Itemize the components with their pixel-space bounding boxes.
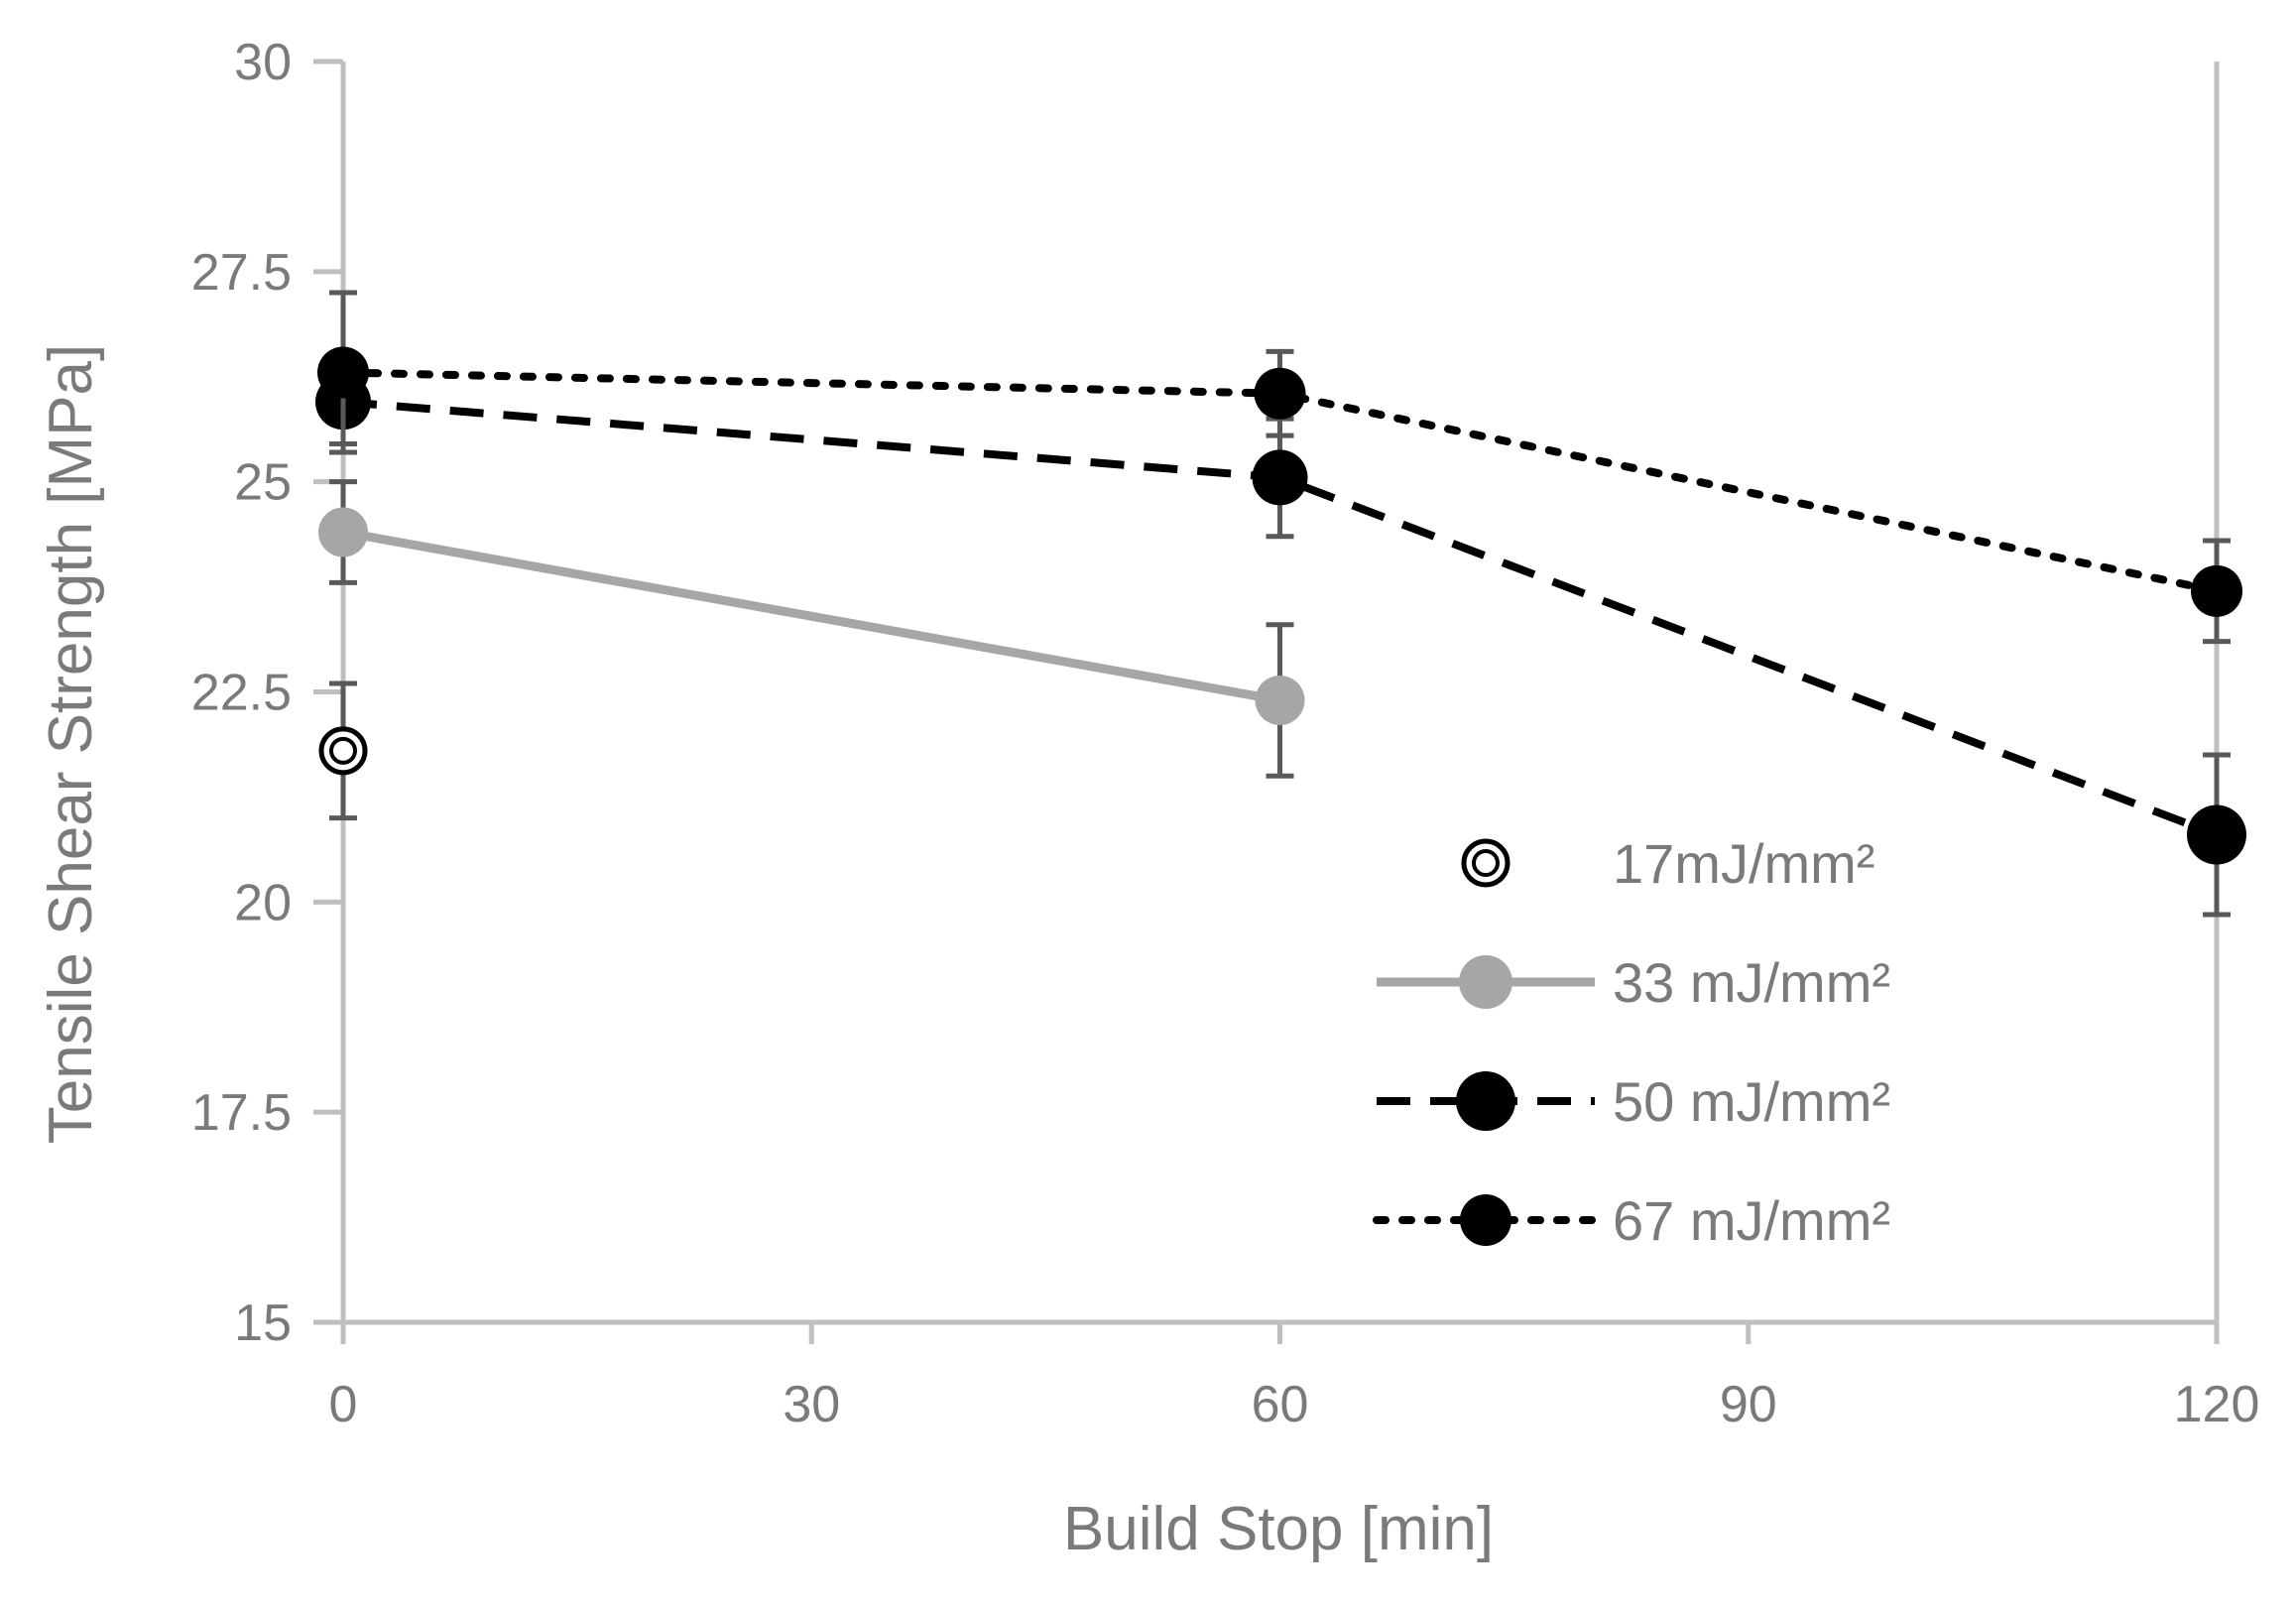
x-tick-label: 30 — [783, 1376, 840, 1433]
legend-label: 17mJ/mm² — [1613, 832, 1874, 895]
series-2 — [315, 357, 2246, 918]
y-tick-label: 25 — [234, 454, 292, 512]
legend-label: 67 mJ/mm² — [1613, 1189, 1890, 1252]
data-point — [2187, 804, 2246, 865]
legend-marker-inner — [1472, 849, 1500, 877]
plot-area — [315, 290, 2246, 918]
axes: 15 17.5 20 22.5 25 27.5 30 0 30 60 90 120 — [191, 34, 2260, 1433]
y-tick-label: 30 — [234, 34, 292, 91]
series-line — [342, 528, 1281, 705]
x-tick-label: 0 — [329, 1376, 358, 1433]
legend-item: 33 mJ/mm² — [1377, 951, 1890, 1014]
legend-item: 67 mJ/mm² — [1373, 1189, 1890, 1252]
legend-marker — [1456, 1071, 1515, 1131]
data-point — [318, 507, 368, 557]
legend-marker — [1459, 955, 1512, 1009]
y-tick-label: 22.5 — [191, 665, 292, 722]
legend-label: 50 mJ/mm² — [1613, 1070, 1890, 1133]
y-tick-label: 20 — [234, 874, 292, 931]
legend-item: 50 mJ/mm² — [1377, 1070, 1890, 1133]
y-axis-title: Tensile Shear Strength [MPa] — [37, 344, 105, 1144]
x-tick-label: 90 — [1720, 1376, 1777, 1433]
data-point — [1255, 675, 1305, 725]
y-tick-label: 27.5 — [191, 244, 292, 302]
x-tick-label: 120 — [2174, 1376, 2260, 1433]
legend-marker — [1460, 1194, 1511, 1246]
y-tick-label: 15 — [234, 1295, 292, 1352]
legend-label: 33 mJ/mm² — [1613, 951, 1890, 1014]
y-tick-label: 17.5 — [191, 1084, 292, 1142]
data-point — [1254, 367, 1306, 420]
x-axis-title: Build Stop [min] — [1063, 1495, 1494, 1563]
data-point — [317, 346, 369, 399]
series-3 — [317, 290, 2242, 645]
data-point-inner-ring — [329, 736, 357, 765]
legend: 17mJ/mm² 33 mJ/mm² 50 mJ/mm² 67 mJ/mm² — [1373, 832, 1890, 1252]
series-1 — [318, 479, 1305, 779]
legend-item: 17mJ/mm² — [1461, 832, 1874, 895]
x-tick-label: 60 — [1252, 1376, 1309, 1433]
series-0 — [318, 680, 368, 821]
data-point — [1252, 449, 1308, 506]
data-point — [2191, 564, 2242, 617]
